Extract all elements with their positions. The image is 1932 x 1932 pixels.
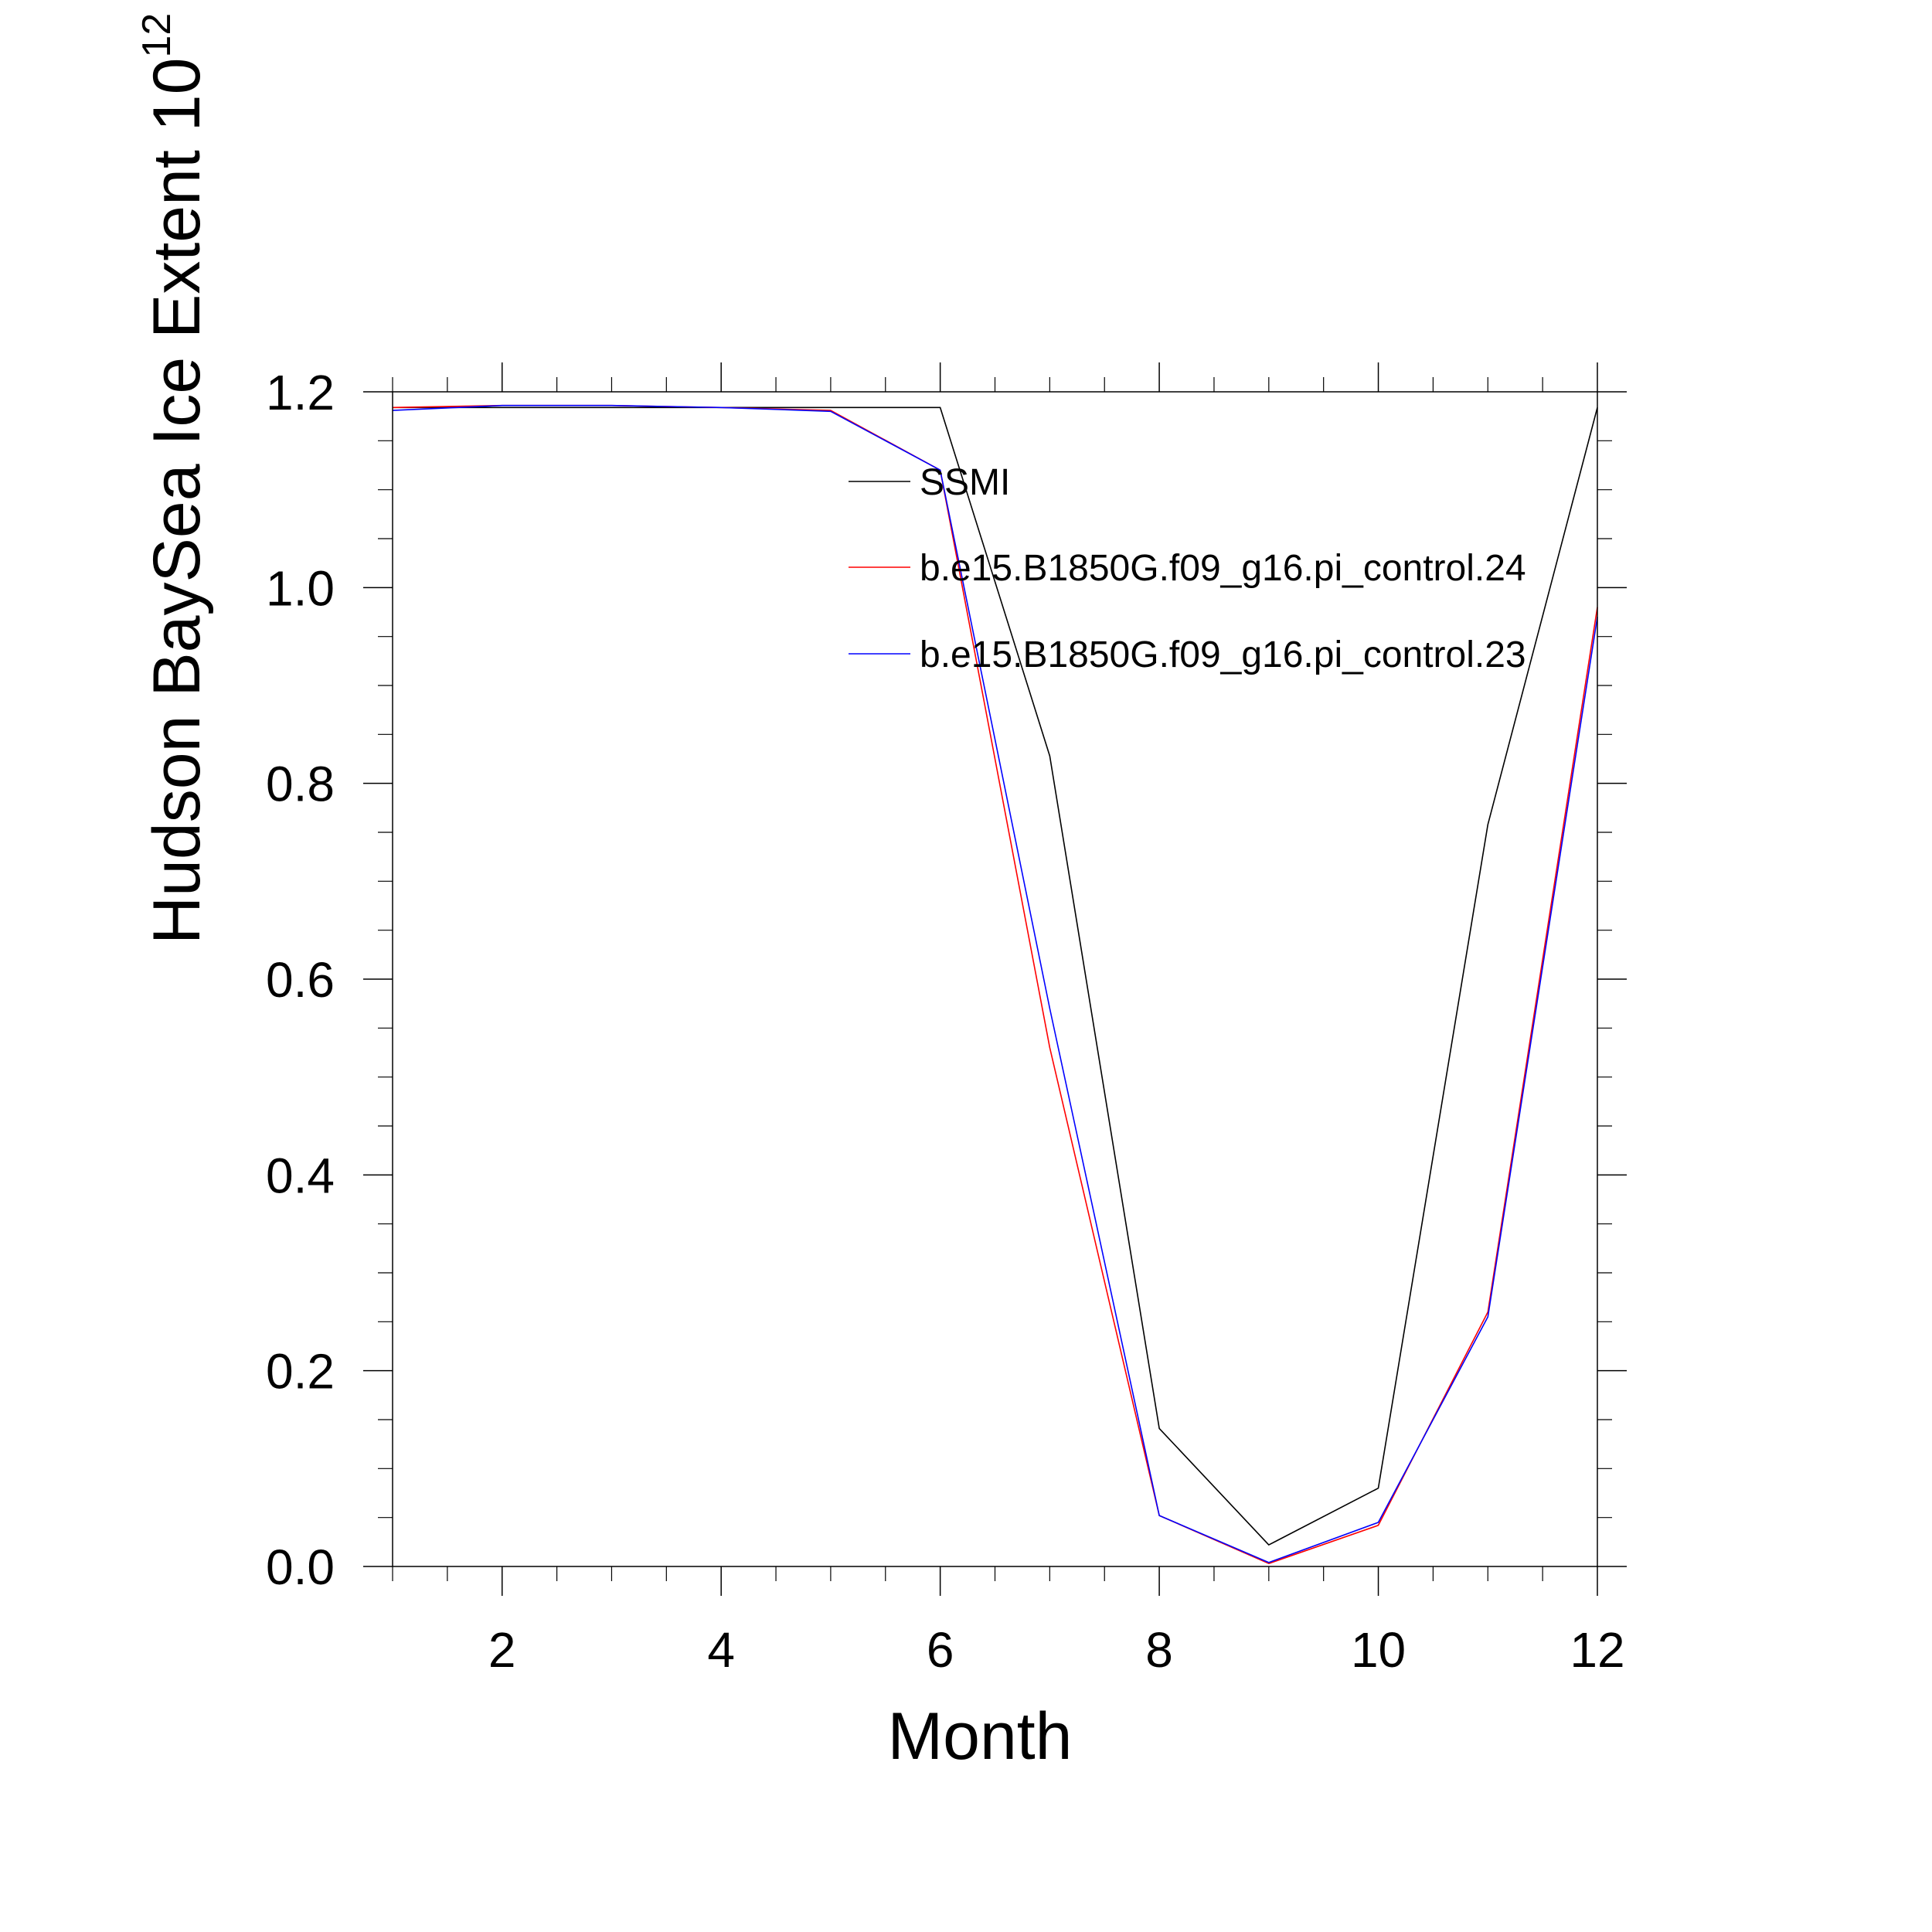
y-tick-label: 1.0 — [266, 560, 335, 616]
x-tick-label: 10 — [1351, 1622, 1406, 1678]
y-axis-title-exponent: 12 — [134, 13, 179, 58]
y-tick-label: 0.6 — [266, 952, 335, 1008]
y-axis-title: Hudson BaySea Ice Extent 1012 m2 — [134, 0, 214, 944]
y-axis-title-unit: m — [140, 0, 214, 13]
legend: SSMI b.e15.B1850G.f09_g16.pi_control.24 b.… — [849, 462, 1526, 675]
y-tick-label: 1.2 — [266, 365, 335, 420]
x-tick-label: 8 — [1145, 1622, 1173, 1678]
series-lines — [392, 404, 1598, 1564]
series-line-1 — [393, 406, 1598, 1546]
x-tick-label: 4 — [707, 1622, 735, 1678]
legend-label-2: b.e15.B1850G.f09_g16.pi_control.24 — [920, 548, 1526, 589]
legend-label-3: b.e15.B1850G.f09_g16.pi_control.23 — [920, 634, 1526, 675]
y-axis-title-main: Hudson BaySea Ice Extent 10 — [140, 58, 214, 944]
y-tick-label: 0.4 — [266, 1148, 335, 1203]
tick-labels: 2 4 6 8 10 12 0.0 0.2 0.4 0.6 0.8 1.0 1.2 — [266, 365, 1625, 1678]
legend-label-1: SSMI — [920, 462, 1010, 503]
plot-frame — [392, 391, 1598, 1567]
y-tick-label: 0.8 — [266, 757, 335, 812]
x-axis-title: Month — [887, 1699, 1072, 1774]
x-tick-label: 6 — [927, 1622, 954, 1678]
y-tick-label: 0.0 — [266, 1539, 335, 1595]
y-tick-label: 0.2 — [266, 1344, 335, 1400]
x-tick-label: 2 — [488, 1622, 516, 1678]
x-tick-label: 12 — [1570, 1622, 1624, 1678]
series-line-3 — [392, 404, 1598, 1563]
axis-ticks — [363, 362, 1627, 1596]
